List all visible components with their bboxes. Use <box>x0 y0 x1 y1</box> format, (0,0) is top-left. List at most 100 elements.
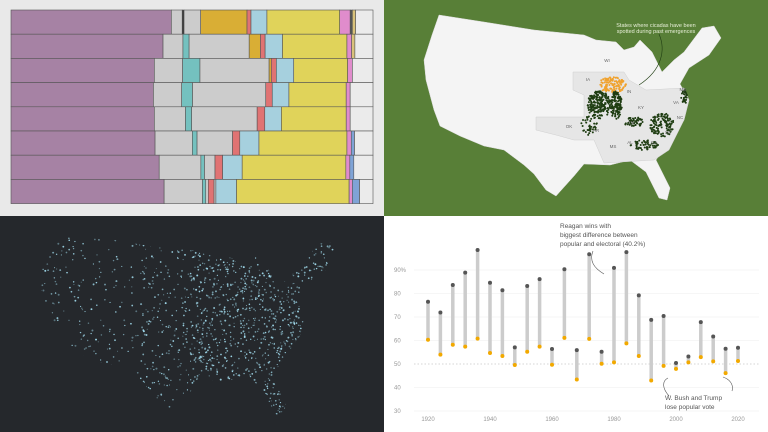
density-dot <box>250 326 253 329</box>
density-dot <box>114 311 117 313</box>
density-dot <box>320 242 323 245</box>
density-dot <box>321 395 323 397</box>
density-dot <box>242 307 244 310</box>
density-dot <box>147 323 150 325</box>
density-dot <box>99 359 102 361</box>
density-dot <box>270 373 273 376</box>
density-dot <box>243 326 245 329</box>
density-dot <box>275 412 278 415</box>
density-dot <box>200 312 203 315</box>
density-dot <box>230 344 233 347</box>
density-dot <box>87 375 89 377</box>
density-dot <box>216 395 219 398</box>
density-dot <box>255 357 257 360</box>
density-dot <box>220 286 223 288</box>
density-dot <box>305 320 308 323</box>
density-dot <box>315 296 317 298</box>
density-dot <box>94 238 96 241</box>
density-dot <box>194 361 197 363</box>
density-dot <box>275 319 277 321</box>
density-dot <box>263 414 266 416</box>
density-dot <box>258 363 261 366</box>
sighting-dot <box>614 95 617 98</box>
density-dot <box>263 255 266 257</box>
density-dot <box>142 271 145 273</box>
electoral-dot-1936 <box>475 248 480 253</box>
density-dot <box>218 231 220 233</box>
density-dot <box>316 308 318 311</box>
density-dot <box>243 382 246 385</box>
sighting-dot <box>656 115 659 118</box>
bar-segment <box>200 154 205 180</box>
sighting-dot <box>659 122 662 125</box>
density-dot <box>207 405 209 407</box>
density-dot <box>199 359 202 362</box>
density-dot <box>311 378 313 380</box>
density-dot <box>253 318 255 320</box>
density-dot <box>304 274 306 276</box>
sighting-dot <box>611 89 614 92</box>
density-dot <box>292 355 295 357</box>
density-dot <box>318 377 321 379</box>
density-dot <box>231 402 233 404</box>
density-dot <box>267 383 269 385</box>
density-dot <box>287 323 290 326</box>
bar-segment <box>264 106 282 132</box>
density-dot <box>229 331 232 334</box>
density-dot <box>311 324 314 326</box>
density-dot <box>250 306 253 309</box>
density-dot <box>146 394 148 396</box>
density-dot <box>162 373 165 376</box>
density-dot <box>220 310 223 313</box>
density-dot <box>273 287 275 289</box>
density-dot <box>271 244 274 247</box>
density-dot <box>188 309 191 311</box>
density-dot <box>196 329 199 332</box>
electoral-dot-1932 <box>463 270 468 275</box>
density-dot <box>273 404 275 406</box>
density-dot <box>305 391 308 394</box>
sighting-dot <box>619 113 622 116</box>
density-dot <box>143 333 146 336</box>
density-dot <box>328 294 330 297</box>
sighting-dot <box>640 122 643 125</box>
density-dot <box>166 384 168 387</box>
density-dot <box>161 372 163 375</box>
density-dot <box>321 287 324 290</box>
density-dot <box>308 315 310 317</box>
density-dot <box>54 280 57 283</box>
density-dot <box>227 398 229 400</box>
sighting-dot <box>614 115 617 118</box>
density-dot <box>330 333 332 335</box>
density-dot <box>312 314 315 316</box>
density-dot <box>182 322 185 325</box>
density-dot <box>164 238 167 240</box>
density-dot <box>146 367 149 370</box>
density-dot <box>159 372 161 374</box>
sighting-dot <box>609 78 612 81</box>
density-dot <box>216 383 219 385</box>
sighting-dot <box>629 144 632 147</box>
density-dot <box>245 353 248 355</box>
density-dot <box>202 329 204 331</box>
y-tick-label: 50 <box>394 362 401 368</box>
density-dot <box>274 372 277 375</box>
density-dot <box>240 326 242 329</box>
density-dot <box>268 330 271 332</box>
density-dot <box>216 370 218 372</box>
sighting-dot <box>624 123 627 126</box>
density-dot <box>129 382 132 385</box>
density-dot <box>196 315 199 318</box>
density-dot <box>263 408 265 410</box>
sighting-dot <box>635 141 638 144</box>
density-dot <box>299 394 301 396</box>
density-dot <box>197 331 199 333</box>
sighting-dot <box>644 143 647 146</box>
density-dot <box>224 266 227 268</box>
density-dot <box>201 357 203 359</box>
density-dot <box>56 268 58 270</box>
density-dot <box>98 276 101 278</box>
density-dot <box>206 315 208 318</box>
density-dot <box>165 265 167 267</box>
bar-segment <box>153 82 182 108</box>
